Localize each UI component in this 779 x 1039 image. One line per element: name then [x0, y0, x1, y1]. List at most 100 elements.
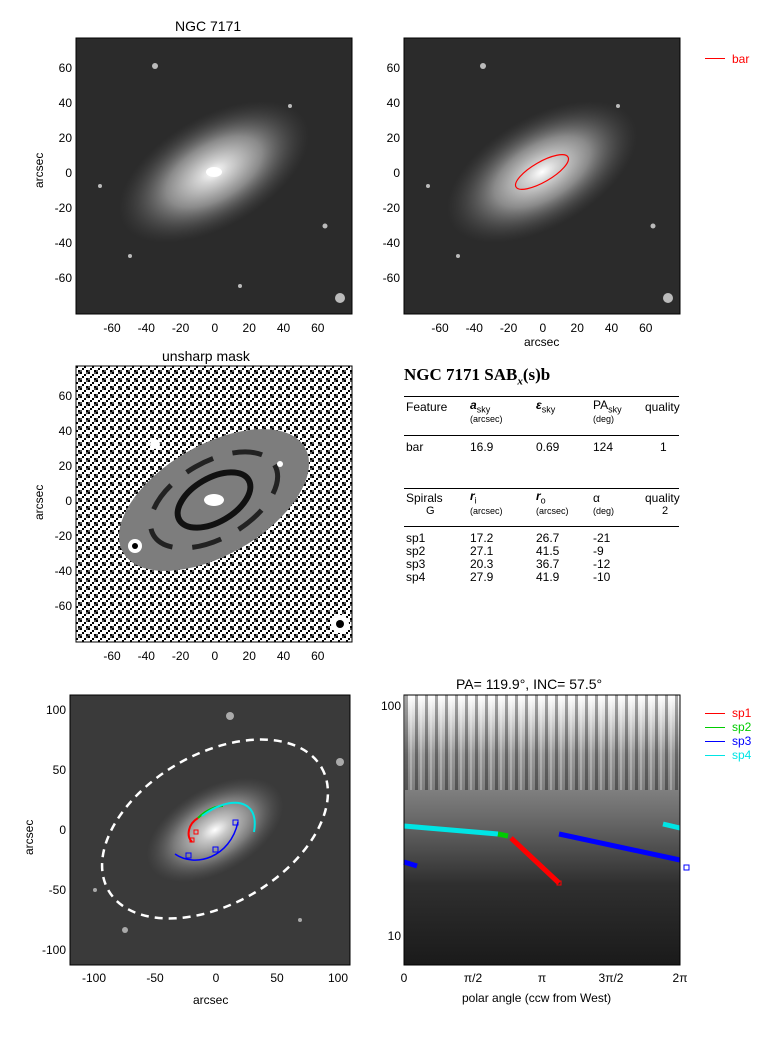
- sp-row-ro: 26.7: [536, 531, 560, 545]
- panel6-title: PA= 119.9°, INC= 57.5°: [456, 676, 603, 692]
- y-tick-label: 100: [46, 703, 66, 717]
- sp-row-ro: 41.5: [536, 544, 560, 558]
- y-tick-label: 0: [393, 166, 400, 180]
- x-tick-label: 40: [277, 321, 291, 335]
- sp-row-ri: 17.2: [470, 531, 494, 545]
- sp-row-ri: 27.9: [470, 570, 494, 584]
- arc-sp1: [187, 817, 199, 843]
- y-tick-label: -60: [383, 271, 401, 285]
- x-tick-label: 20: [243, 649, 257, 663]
- y-tick-label: 0: [59, 823, 66, 837]
- x-tick-label: -40: [138, 649, 156, 663]
- y-tick-label: 40: [387, 96, 401, 110]
- y-tick-label: 60: [59, 389, 73, 403]
- bar-row-quality: 1: [660, 440, 667, 454]
- x-tick-label: -20: [172, 649, 190, 663]
- y-tick-label: 20: [59, 459, 73, 473]
- x-tick-label: 0: [212, 649, 219, 663]
- bar-row-a: 16.9: [470, 440, 494, 454]
- legend-label: sp1: [732, 706, 752, 720]
- x-tick-label: 3π/2: [599, 971, 624, 985]
- sp-row-ri: 27.1: [470, 544, 494, 558]
- hdr-ri: ri: [470, 489, 477, 506]
- x-tick-label: 60: [639, 321, 653, 335]
- hdr-a-unit: (arcsec): [470, 414, 503, 424]
- sp-row-ro: 41.9: [536, 570, 560, 584]
- hdr-spirals-g: G: [426, 505, 435, 517]
- hdr-alpha: α: [593, 491, 600, 505]
- track-sp1: [509, 836, 561, 885]
- legend-label: sp2: [732, 720, 752, 734]
- x-tick-label: -100: [82, 971, 106, 985]
- y-tick-label: 40: [59, 424, 73, 438]
- x-tick-label: -40: [466, 321, 484, 335]
- y-tick-label: -100: [42, 943, 66, 957]
- hdr-ro-unit: (arcsec): [536, 506, 569, 516]
- x-tick-label: 20: [571, 321, 585, 335]
- hdr-pa-unit: (deg): [593, 414, 615, 424]
- x-tick-label: 50: [270, 971, 284, 985]
- bar-ellipse: [514, 154, 570, 190]
- panel2-bar-image: 60 40 20 0 -20 -40 -60 -60 -40 -20 0 20 40 60: [383, 37, 681, 335]
- sp-row-name: sp2: [406, 544, 426, 558]
- x-tick-label: -50: [146, 971, 164, 985]
- x-tick-label: 2π: [673, 971, 688, 985]
- sp-row-ri: 20.3: [470, 557, 494, 571]
- y-tick-label: -20: [55, 529, 73, 543]
- panel5-xlabel: arcsec: [193, 993, 229, 1007]
- panel5-spiral-overlay: 100 50 0 -50 -100 -100 -50 0 50 100: [42, 694, 351, 985]
- polar-spiral-tracks: [403, 821, 690, 886]
- x-tick-label: 100: [328, 971, 348, 985]
- track-sp2: [497, 831, 509, 839]
- bar-legend-label: bar: [732, 52, 750, 66]
- panel6-xlabel: polar angle (ccw from West): [462, 991, 612, 1005]
- legend-item-sp4: sp4: [705, 748, 765, 762]
- x-tick-label: 60: [311, 649, 325, 663]
- spiral-legend: sp1 sp2 sp3 sp4: [705, 706, 765, 766]
- y-tick-label: -50: [49, 883, 67, 897]
- y-tick-label: -20: [55, 201, 73, 215]
- x-tick-label: 60: [311, 321, 325, 335]
- legend-swatch: [705, 727, 725, 728]
- y-tick-label: 20: [387, 131, 401, 145]
- hdr-a: asky: [470, 398, 491, 415]
- x-tick-label: 0: [213, 971, 220, 985]
- hdr-quality: quality: [645, 400, 680, 414]
- disk-ellipse: [100, 738, 330, 920]
- hdr-feature: Feature: [406, 400, 448, 414]
- x-tick-label: π: [538, 971, 546, 985]
- x-tick-label: -60: [103, 321, 121, 335]
- y-tick-label: -60: [55, 271, 73, 285]
- panel3-unsharp-image: 60 40 20 0 -20 -40 -60 -60 -40 -20 0 20 40 60: [55, 365, 353, 663]
- panel1-galaxy-image: 60 40 20 0 -20 -40 -60 -60 -40 -20 0 20 40 60: [55, 37, 353, 335]
- arc-sp3: [174, 821, 239, 861]
- legend-label: sp3: [732, 734, 752, 748]
- x-tick-label: -20: [500, 321, 518, 335]
- panel1-title: NGC 7171: [175, 18, 242, 34]
- track-sp4: [403, 823, 499, 837]
- y-tick-label: 50: [53, 763, 67, 777]
- y-tick-label: -40: [55, 564, 73, 578]
- hdr-pa: PAsky: [593, 398, 622, 415]
- sp-row-alpha: -12: [593, 557, 611, 571]
- sp-row-name: sp3: [406, 557, 426, 571]
- legend-item-sp1: sp1: [705, 706, 765, 720]
- y-tick-label: 40: [59, 96, 73, 110]
- y-tick-label: 100: [381, 699, 401, 713]
- x-tick-label: 0: [401, 971, 408, 985]
- x-tick-label: 40: [277, 649, 291, 663]
- y-tick-label: 10: [388, 929, 402, 943]
- track-sp3: [558, 831, 681, 863]
- legend-swatch: [705, 713, 725, 714]
- x-tick-label: 20: [243, 321, 257, 335]
- hdr-sp-quality-val: 2: [662, 505, 669, 517]
- y-tick-label: 20: [59, 131, 73, 145]
- y-tick-label: -20: [383, 201, 401, 215]
- hdr-spirals: Spirals: [406, 491, 443, 505]
- sp-row-alpha: -21: [593, 531, 611, 545]
- hdr-ro: ro: [536, 489, 546, 506]
- x-tick-label: -60: [431, 321, 449, 335]
- y-tick-label: 0: [65, 166, 72, 180]
- bar-row-feature: bar: [406, 440, 424, 454]
- y-tick-label: 60: [59, 61, 73, 75]
